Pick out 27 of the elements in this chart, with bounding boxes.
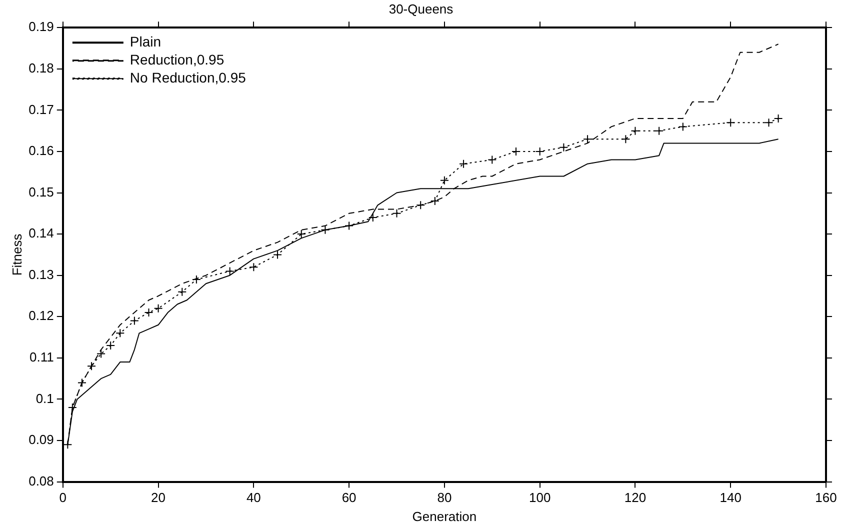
y-tick-label: 0.08 — [28, 473, 54, 488]
y-tick-label: 0.09 — [28, 432, 54, 448]
x-tick-label: 160 — [815, 490, 837, 506]
y-tick-label: 0.19 — [28, 19, 54, 34]
x-axis-title: Generation — [412, 508, 477, 524]
x-tick-label: 100 — [528, 490, 551, 506]
x-tick-label: 40 — [246, 490, 261, 506]
y-tick-label: 0.18 — [28, 60, 54, 76]
y-axis-title: Fitness — [9, 233, 24, 276]
x-tick-label: 0 — [59, 490, 67, 506]
y-tick-label: 0.14 — [28, 226, 54, 241]
y-tick-label: 0.12 — [28, 308, 54, 324]
legend-label: Plain — [130, 33, 162, 50]
legend-label: No Reduction,0.95 — [130, 69, 246, 86]
y-tick-label: 0.17 — [28, 102, 54, 117]
y-tick-label: 0.16 — [28, 143, 54, 158]
chart-title: 30-Queens — [388, 1, 454, 16]
y-tick-label: 0.11 — [30, 350, 54, 365]
y-tick-label: 0.13 — [28, 266, 54, 282]
legend-label: Reduction,0.95 — [130, 51, 224, 68]
x-tick-label: 60 — [342, 490, 356, 506]
x-tick-label: 120 — [624, 490, 646, 506]
x-tick-label: 80 — [437, 490, 452, 506]
x-tick-label: 140 — [720, 490, 742, 506]
x-tick-label: 20 — [151, 490, 166, 506]
y-tick-label: 0.1 — [36, 390, 54, 406]
y-tick-label: 0.15 — [28, 184, 54, 200]
